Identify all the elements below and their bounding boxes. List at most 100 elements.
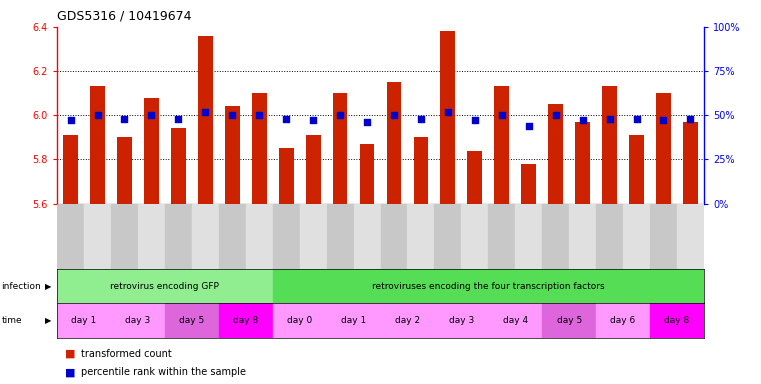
Bar	[252, 93, 266, 204]
Bar	[413, 137, 428, 204]
Bar	[300, 204, 326, 269]
Bar	[360, 144, 374, 204]
Text: day 0: day 0	[287, 316, 312, 325]
Text: day 1: day 1	[72, 316, 97, 325]
Text: infection: infection	[2, 281, 41, 291]
Text: GDS5316 / 10419674: GDS5316 / 10419674	[57, 10, 192, 23]
Bar	[467, 151, 482, 204]
Bar	[117, 137, 132, 204]
Point	[307, 118, 319, 124]
Bar	[246, 204, 272, 269]
Point	[630, 116, 642, 122]
Bar	[111, 204, 138, 269]
Point	[495, 112, 508, 118]
Bar	[279, 148, 294, 204]
Point	[388, 112, 400, 118]
Point	[334, 112, 346, 118]
Text: day 6: day 6	[610, 316, 635, 325]
Bar	[575, 122, 590, 204]
Point	[172, 116, 184, 122]
Bar	[272, 303, 326, 338]
Bar	[84, 204, 111, 269]
Bar	[380, 303, 435, 338]
Bar	[650, 303, 704, 338]
Point	[523, 123, 535, 129]
Text: day 1: day 1	[341, 316, 366, 325]
Text: day 2: day 2	[395, 316, 420, 325]
Bar	[57, 204, 84, 269]
Bar	[677, 204, 704, 269]
Text: ■: ■	[65, 349, 75, 359]
Point	[442, 109, 454, 115]
Point	[361, 119, 373, 125]
Text: day 5: day 5	[179, 316, 205, 325]
Text: ■: ■	[65, 367, 75, 377]
Bar	[489, 204, 515, 269]
Text: ▶: ▶	[44, 281, 51, 291]
Bar	[596, 303, 650, 338]
Text: day 3: day 3	[449, 316, 474, 325]
Bar	[602, 86, 617, 204]
Point	[469, 118, 481, 124]
Bar	[380, 204, 407, 269]
Bar	[333, 93, 348, 204]
Bar	[435, 303, 489, 338]
Text: percentile rank within the sample: percentile rank within the sample	[81, 367, 247, 377]
Bar	[63, 135, 78, 204]
Point	[145, 112, 158, 118]
Bar	[326, 303, 380, 338]
Bar	[629, 135, 644, 204]
Point	[577, 118, 589, 124]
Point	[549, 112, 562, 118]
Point	[415, 116, 427, 122]
Bar	[354, 204, 380, 269]
Bar	[219, 303, 272, 338]
Point	[684, 116, 696, 122]
Bar	[596, 204, 623, 269]
Point	[603, 116, 616, 122]
Point	[253, 112, 266, 118]
Bar	[461, 204, 489, 269]
Text: retrovirus encoding GFP: retrovirus encoding GFP	[110, 281, 219, 291]
Text: ▶: ▶	[44, 316, 51, 325]
Point	[280, 116, 292, 122]
Text: time: time	[2, 316, 22, 325]
Bar	[306, 135, 320, 204]
Bar	[495, 86, 509, 204]
Bar	[192, 204, 219, 269]
Bar	[171, 129, 186, 204]
Bar	[407, 204, 435, 269]
Bar	[435, 204, 461, 269]
Bar	[198, 36, 213, 204]
Bar	[272, 269, 704, 303]
Bar	[489, 303, 542, 338]
Bar	[569, 204, 596, 269]
Text: day 8: day 8	[233, 316, 259, 325]
Bar	[650, 204, 677, 269]
Bar	[57, 269, 272, 303]
Text: day 4: day 4	[503, 316, 528, 325]
Bar	[543, 204, 569, 269]
Bar	[57, 303, 111, 338]
Text: day 3: day 3	[126, 316, 151, 325]
Bar	[515, 204, 543, 269]
Bar	[165, 204, 192, 269]
Bar	[387, 82, 401, 204]
Bar	[165, 303, 219, 338]
Bar	[441, 31, 455, 204]
Point	[199, 109, 212, 115]
Text: day 8: day 8	[664, 316, 689, 325]
Bar	[656, 93, 671, 204]
Bar	[548, 104, 563, 204]
Text: transformed count: transformed count	[81, 349, 172, 359]
Bar	[521, 164, 537, 204]
Bar	[138, 204, 165, 269]
Text: day 5: day 5	[556, 316, 582, 325]
Bar	[326, 204, 354, 269]
Bar	[683, 122, 698, 204]
Bar	[219, 204, 246, 269]
Point	[119, 116, 131, 122]
Point	[658, 118, 670, 124]
Bar	[272, 204, 300, 269]
Point	[226, 112, 238, 118]
